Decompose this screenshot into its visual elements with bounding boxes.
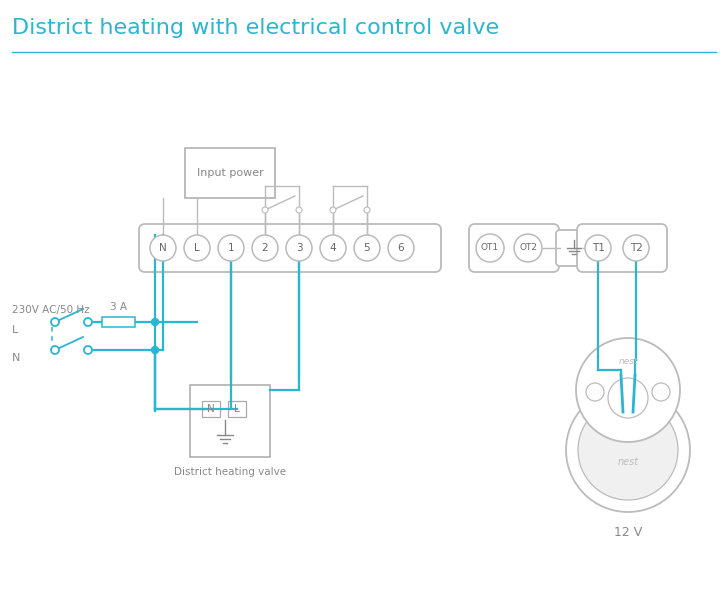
Circle shape <box>184 235 210 261</box>
Text: Input power: Input power <box>197 168 264 178</box>
Circle shape <box>514 234 542 262</box>
Text: 3 A: 3 A <box>110 302 127 312</box>
Text: 2: 2 <box>261 243 269 253</box>
FancyBboxPatch shape <box>556 230 592 266</box>
Circle shape <box>566 388 690 512</box>
Circle shape <box>652 383 670 401</box>
Circle shape <box>330 207 336 213</box>
Text: L: L <box>194 243 200 253</box>
FancyBboxPatch shape <box>469 224 559 272</box>
FancyBboxPatch shape <box>190 385 270 457</box>
Text: nest: nest <box>618 358 638 366</box>
Circle shape <box>51 318 59 326</box>
FancyBboxPatch shape <box>202 401 220 417</box>
Text: N: N <box>207 404 215 414</box>
Text: 6: 6 <box>397 243 404 253</box>
Circle shape <box>84 318 92 326</box>
Text: OT1: OT1 <box>481 244 499 252</box>
Circle shape <box>84 346 92 354</box>
FancyBboxPatch shape <box>102 317 135 327</box>
Circle shape <box>476 234 504 262</box>
FancyBboxPatch shape <box>185 148 275 198</box>
Text: OT2: OT2 <box>519 244 537 252</box>
Text: 4: 4 <box>330 243 336 253</box>
Circle shape <box>623 235 649 261</box>
Circle shape <box>364 207 370 213</box>
Text: District heating valve: District heating valve <box>174 467 286 477</box>
Circle shape <box>151 318 159 326</box>
Circle shape <box>585 235 611 261</box>
Text: N: N <box>159 243 167 253</box>
Text: nest: nest <box>617 457 638 467</box>
Circle shape <box>150 235 176 261</box>
Circle shape <box>354 235 380 261</box>
Text: 3: 3 <box>296 243 302 253</box>
Circle shape <box>578 400 678 500</box>
Text: T2: T2 <box>630 243 642 253</box>
Text: 230V AC/50 Hz: 230V AC/50 Hz <box>12 305 90 315</box>
Circle shape <box>262 207 268 213</box>
Circle shape <box>320 235 346 261</box>
Circle shape <box>286 235 312 261</box>
FancyBboxPatch shape <box>228 401 246 417</box>
FancyBboxPatch shape <box>577 224 667 272</box>
Circle shape <box>252 235 278 261</box>
Text: 5: 5 <box>364 243 371 253</box>
Circle shape <box>51 346 59 354</box>
Text: N: N <box>12 353 20 363</box>
Text: 1: 1 <box>228 243 234 253</box>
Text: L: L <box>234 404 240 414</box>
Text: 12 V: 12 V <box>614 526 642 539</box>
FancyBboxPatch shape <box>139 224 441 272</box>
Circle shape <box>296 207 302 213</box>
Circle shape <box>151 346 159 353</box>
Circle shape <box>218 235 244 261</box>
Text: District heating with electrical control valve: District heating with electrical control… <box>12 18 499 38</box>
Text: T1: T1 <box>592 243 604 253</box>
Circle shape <box>388 235 414 261</box>
Circle shape <box>576 338 680 442</box>
Circle shape <box>586 383 604 401</box>
Circle shape <box>608 378 648 418</box>
Text: L: L <box>12 325 18 335</box>
